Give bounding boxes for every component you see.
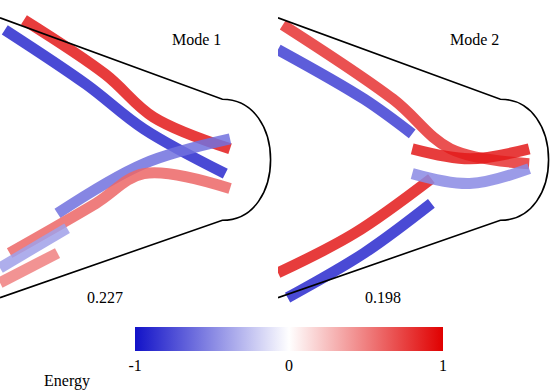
- svg-text:0: 0: [285, 357, 293, 374]
- svg-text:Energy: Energy: [44, 372, 90, 390]
- svg-text:1: 1: [439, 357, 447, 374]
- svg-text:-1: -1: [128, 357, 141, 374]
- svg-text:Mode 2: Mode 2: [450, 31, 499, 48]
- svg-text:0.227: 0.227: [87, 289, 123, 306]
- svg-text:Mode 1: Mode 1: [172, 31, 221, 48]
- svg-text:0.198: 0.198: [365, 289, 401, 306]
